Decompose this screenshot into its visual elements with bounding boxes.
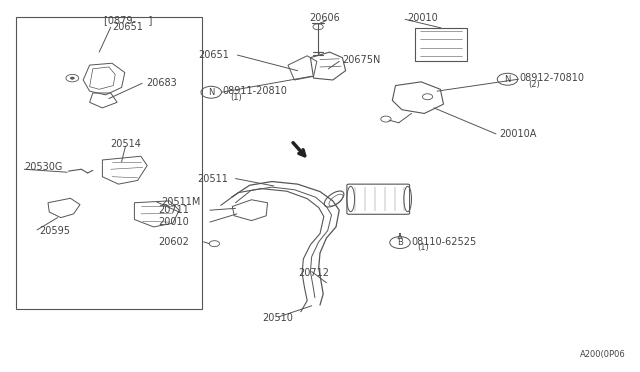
Text: 20530G: 20530G [24, 163, 63, 172]
Text: 08911-20810: 08911-20810 [223, 86, 287, 96]
Text: 20606: 20606 [310, 13, 340, 23]
Text: 20511M: 20511M [161, 197, 201, 207]
Text: N: N [504, 75, 511, 84]
Text: 20514: 20514 [110, 140, 141, 149]
Bar [16, 17, 202, 309]
Text: 20675N: 20675N [342, 55, 380, 65]
Text: 08912-70810: 08912-70810 [520, 73, 585, 83]
Text: [0879-    ]: [0879- ] [104, 16, 152, 25]
Text: 20510: 20510 [262, 314, 293, 323]
Text: 08110-62525: 08110-62525 [412, 237, 477, 247]
Text: 20595: 20595 [40, 227, 70, 236]
Text: 20010: 20010 [407, 13, 438, 23]
Text: 20010A: 20010A [499, 129, 536, 139]
Bar [415, 28, 467, 61]
Text: (1): (1) [230, 93, 242, 102]
Text: A200(0P06: A200(0P06 [580, 350, 626, 359]
Text: 20511: 20511 [197, 174, 228, 183]
Text: 20602: 20602 [159, 237, 189, 247]
Text: 20010: 20010 [159, 217, 189, 227]
Text: 20712: 20712 [298, 269, 329, 278]
Text: 20651: 20651 [113, 22, 143, 32]
Text: 20683: 20683 [146, 78, 177, 88]
Text: (1): (1) [417, 243, 429, 252]
Text: 20711: 20711 [159, 205, 189, 215]
Text: 20651: 20651 [198, 50, 229, 60]
Text: (2): (2) [529, 80, 540, 89]
Text: N: N [208, 88, 214, 97]
Text: B: B [397, 238, 403, 247]
Circle shape [70, 77, 74, 79]
